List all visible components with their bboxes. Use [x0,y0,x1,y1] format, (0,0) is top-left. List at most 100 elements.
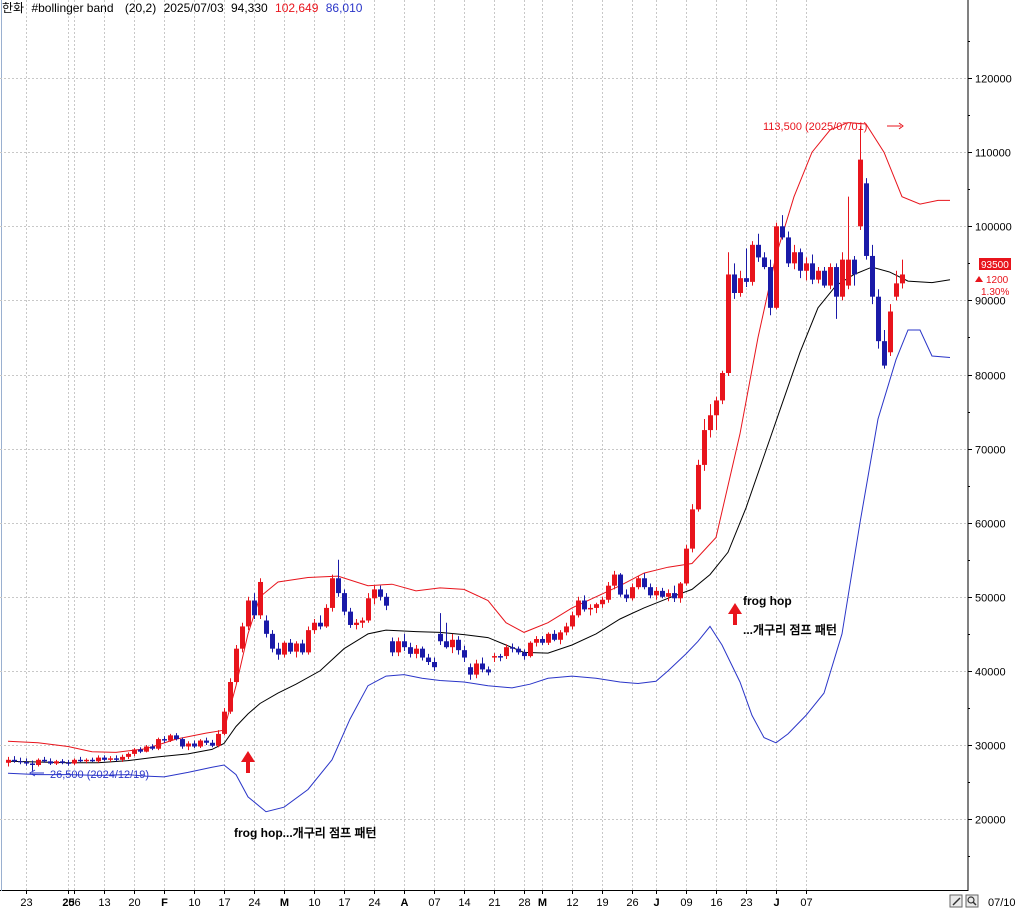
x-tick-label: 28 [518,897,530,909]
candle-body [474,663,479,675]
candle-body [264,620,269,634]
candle-body [276,648,281,655]
high-pointer-icon [887,122,904,130]
upper-band-line [7,122,950,753]
candle-body [240,626,245,649]
candle-body [294,643,299,652]
x-tick-label: 07 [428,897,440,909]
candle [24,758,29,766]
candle-body [186,743,191,747]
candle [318,615,323,630]
candlesticks [6,126,905,771]
candle-body [360,620,365,623]
candle-body [192,743,197,747]
candle [636,576,641,590]
low-pointer-icon [29,769,44,777]
candle [66,759,71,766]
candle [498,653,503,662]
candle [312,619,317,634]
y-tick-label: 110000 [975,148,1011,160]
candle [552,630,557,642]
candle-body [624,594,629,599]
candle [540,636,545,645]
header-upper-band: 102,649 [275,1,319,15]
candle-body [816,270,821,280]
candle-body [738,278,743,293]
candle-body [768,267,773,308]
candle-body [132,749,137,754]
pencil-icon[interactable] [949,894,963,908]
candle-body [792,252,797,264]
candle [732,263,737,299]
price-tag-value: 93500 [981,260,1009,271]
candle-body [210,742,215,746]
x-tick-label: 25 [62,897,74,909]
candle [684,544,689,586]
candle [870,244,875,305]
candle [828,263,833,290]
x-tick-label: M [538,897,547,909]
candle [120,754,125,763]
x-tick-label: 26 [626,897,638,909]
candle [12,756,17,763]
candle-body [138,749,143,752]
candle-body [714,400,719,416]
candle-body [606,585,611,600]
candle-body [252,600,257,616]
candle-body [306,630,311,653]
x-tick-label: 07 [800,897,812,909]
candle [558,630,563,645]
candle [126,752,131,760]
candle-body [534,639,539,643]
high-annotation: 113,500 (2025/07/01) [763,121,867,133]
candle-body [648,587,653,596]
candle-body [876,296,881,342]
candle [468,663,473,680]
candle [450,633,455,654]
candle [768,259,773,316]
candle [216,730,221,748]
candle-body [36,759,41,766]
candle [336,559,341,597]
x-tick-label: 23 [20,897,32,909]
candle [666,589,671,602]
candle [798,248,803,279]
candle-body [852,259,857,275]
magnifier-icon[interactable] [965,894,979,908]
candle-body [384,596,389,606]
candle [576,596,581,618]
candle-body [168,735,173,741]
candle [186,741,191,751]
candle [672,585,677,602]
candle [726,252,731,376]
candle [438,613,443,645]
candle-body [42,759,47,762]
price-change: 1200 [986,275,1009,286]
candle [102,755,107,762]
candle-body [402,641,407,648]
price-tag-box [979,258,1011,270]
candle [546,632,551,645]
candle-body [84,759,89,762]
candle [60,759,65,765]
lower-band-line [7,329,951,813]
x-tick-label: 24 [368,897,380,909]
candle [660,587,665,599]
candle-body [480,663,485,670]
candle [444,622,449,649]
candle-body [588,607,593,610]
candle [246,596,251,631]
candle [324,604,329,628]
y-tick-label: 120000 [975,74,1012,86]
candle-body [570,615,575,627]
candle-body [504,647,509,657]
candle [720,370,725,405]
candle [42,756,47,763]
candle-body [372,589,377,599]
candle [420,646,425,661]
candle [198,739,203,748]
candle-body [234,648,239,683]
candle-body [204,740,209,743]
candle-body [12,759,17,762]
